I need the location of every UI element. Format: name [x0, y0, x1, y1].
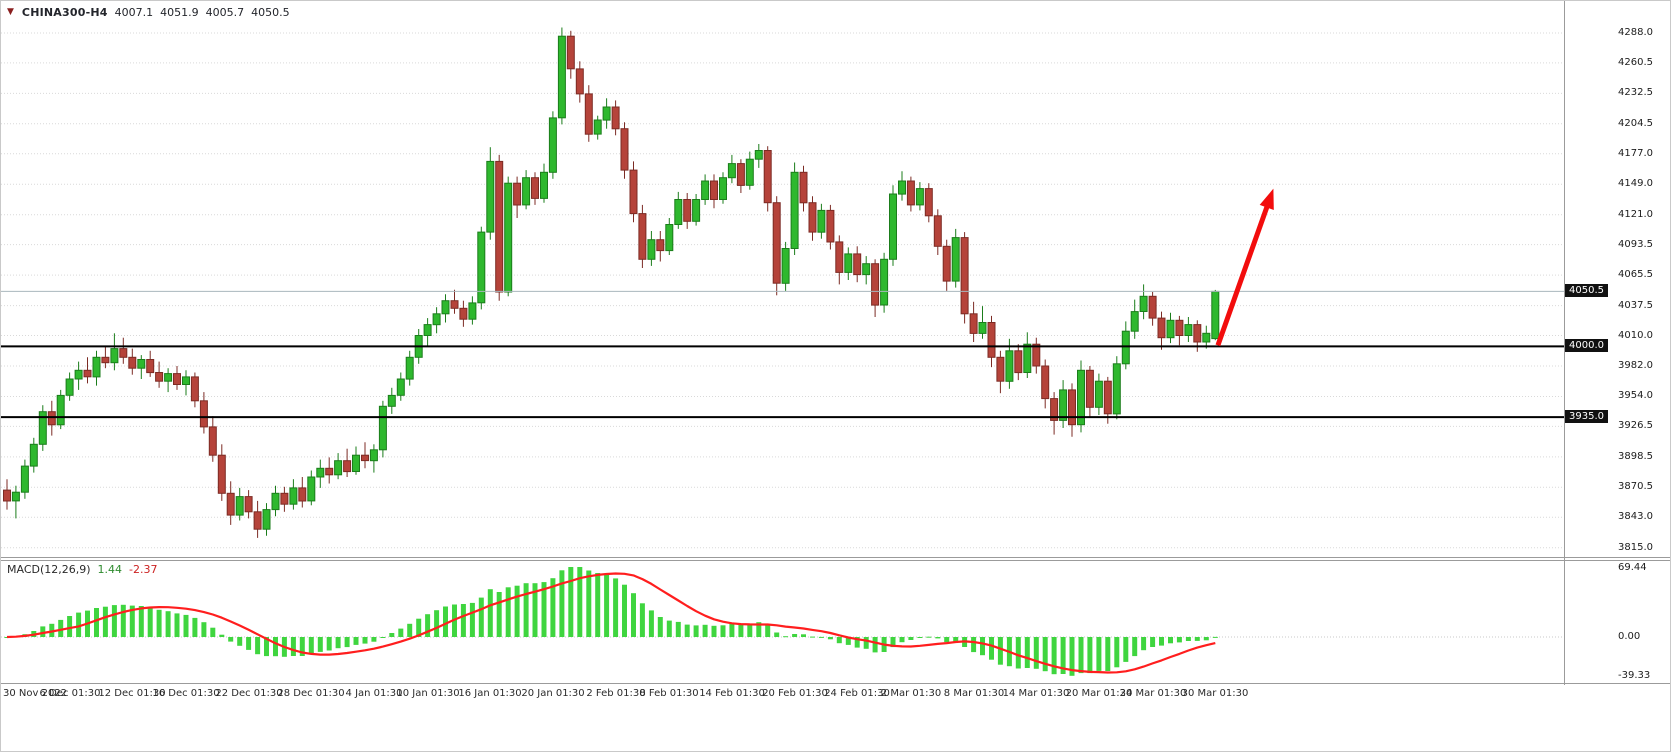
time-axis-divider: [1, 683, 1670, 684]
ohlc-open: 4007.1: [114, 6, 154, 19]
macd-indicator-canvas[interactable]: [1, 561, 1564, 683]
time-scale[interactable]: 30 Nov 2022 6 Dec 01:30 12 Dec 01:30 16 Dec…: [1, 688, 1670, 704]
time-tick-label: 6 Dec 01:30: [39, 688, 101, 699]
macd-histogram: [4, 567, 1218, 676]
price-tick-label: 4177.0: [1618, 147, 1653, 159]
price-tick-label: 4037.5: [1618, 299, 1653, 311]
price-scale[interactable]: 4050.5 4000.0 3935.0 4288.0 4260.5 4232.5 4204…: [1564, 1, 1670, 557]
price-tick-label: 3870.5: [1618, 481, 1653, 493]
time-tick-label: 20 Jan 01:30: [521, 688, 585, 699]
price-tick-label: 4204.5: [1618, 117, 1653, 129]
time-tick-label: 2 Feb 01:30: [586, 688, 646, 699]
price-gridlines: [1, 32, 1564, 549]
price-tick-label: 3982.0: [1618, 359, 1653, 371]
trend-arrow[interactable]: [1215, 188, 1274, 347]
macd-name: MACD(12,26,9): [7, 563, 91, 576]
time-tick-label: 8 Mar 01:30: [943, 688, 1005, 699]
symbol-label: CHINA300-H4: [21, 6, 108, 19]
current-price-badge: 4050.5: [1565, 284, 1608, 298]
price-tick-label: 3898.5: [1618, 450, 1653, 462]
price-tick-label: 4260.5: [1618, 56, 1653, 68]
macd-tick-label: 0.00: [1618, 631, 1641, 642]
macd-signal-line: [6, 572, 1216, 674]
time-tick-label: 12 Dec 01:30: [98, 688, 166, 699]
candlestick-series: [3, 27, 1220, 538]
time-tick-label: 28 Dec 01:30: [277, 688, 345, 699]
price-tick-label: 4121.0: [1618, 208, 1653, 220]
price-line-objects[interactable]: [1, 290, 1564, 419]
time-tick-label: 2 Mar 01:30: [880, 688, 942, 699]
price-tick-label: 4010.0: [1618, 329, 1653, 341]
ohlc-close: 4050.5: [251, 6, 290, 19]
level-price-badge: 4000.0: [1565, 339, 1608, 353]
ohlc-low: 4005.7: [205, 6, 245, 19]
price-tick-label: 3954.0: [1618, 390, 1653, 402]
price-tick-label: 3926.5: [1618, 420, 1653, 432]
time-tick-label: 14 Feb 01:30: [699, 688, 765, 699]
price-tick-label: 4149.0: [1618, 178, 1653, 190]
collapse-triangle-icon[interactable]: ▼: [7, 7, 14, 17]
macd-signal-value: -2.37: [129, 563, 158, 576]
time-tick-label: 8 Feb 01:30: [639, 688, 699, 699]
time-tick-label: 10 Jan 01:30: [396, 688, 460, 699]
macd-tick-label: 69.44: [1618, 562, 1647, 573]
time-tick-label: 4 Jan 01:30: [345, 688, 403, 699]
time-tick-label: 24 Feb 01:30: [824, 688, 890, 699]
macd-indicator-label: MACD(12,26,9) 1.44 -2.37: [7, 563, 158, 576]
time-tick-label: 16 Jan 01:30: [458, 688, 522, 699]
macd-main-value: 1.44: [97, 563, 123, 576]
panel-divider[interactable]: [1, 560, 1670, 561]
time-tick-label: 20 Mar 01:30: [1065, 688, 1133, 699]
time-tick-label: 14 Mar 01:30: [1002, 688, 1070, 699]
price-tick-label: 3843.0: [1618, 511, 1653, 523]
macd-tick-label: -39.33: [1618, 670, 1651, 681]
price-tick-label: 4065.5: [1618, 269, 1653, 281]
ohlc-high: 4051.9: [160, 6, 199, 19]
chart-title-bar: ▼ CHINA300-H4 4007.1 4051.9 4005.7 4050.…: [7, 6, 290, 19]
time-tick-label: 16 Dec 01:30: [152, 688, 220, 699]
time-tick-label: 22 Dec 01:30: [215, 688, 283, 699]
axis-border-line: [1564, 1, 1565, 685]
panel-divider[interactable]: [1, 557, 1670, 558]
macd-scale[interactable]: 69.44 0.00 -39.33: [1564, 561, 1670, 683]
price-tick-label: 4288.0: [1618, 26, 1653, 38]
level-price-badge: 3935.0: [1565, 410, 1608, 424]
price-tick-label: 3815.0: [1618, 541, 1653, 553]
time-tick-label: 30 Mar 01:30: [1181, 688, 1249, 699]
main-chart-canvas[interactable]: [1, 1, 1564, 557]
price-tick-label: 4093.5: [1618, 238, 1653, 250]
price-tick-label: 4232.5: [1618, 87, 1653, 99]
time-tick-label: 24 Mar 01:30: [1119, 688, 1187, 699]
time-tick-label: 30 Nov 2022: [3, 688, 68, 699]
time-tick-label: 20 Feb 01:30: [762, 688, 828, 699]
